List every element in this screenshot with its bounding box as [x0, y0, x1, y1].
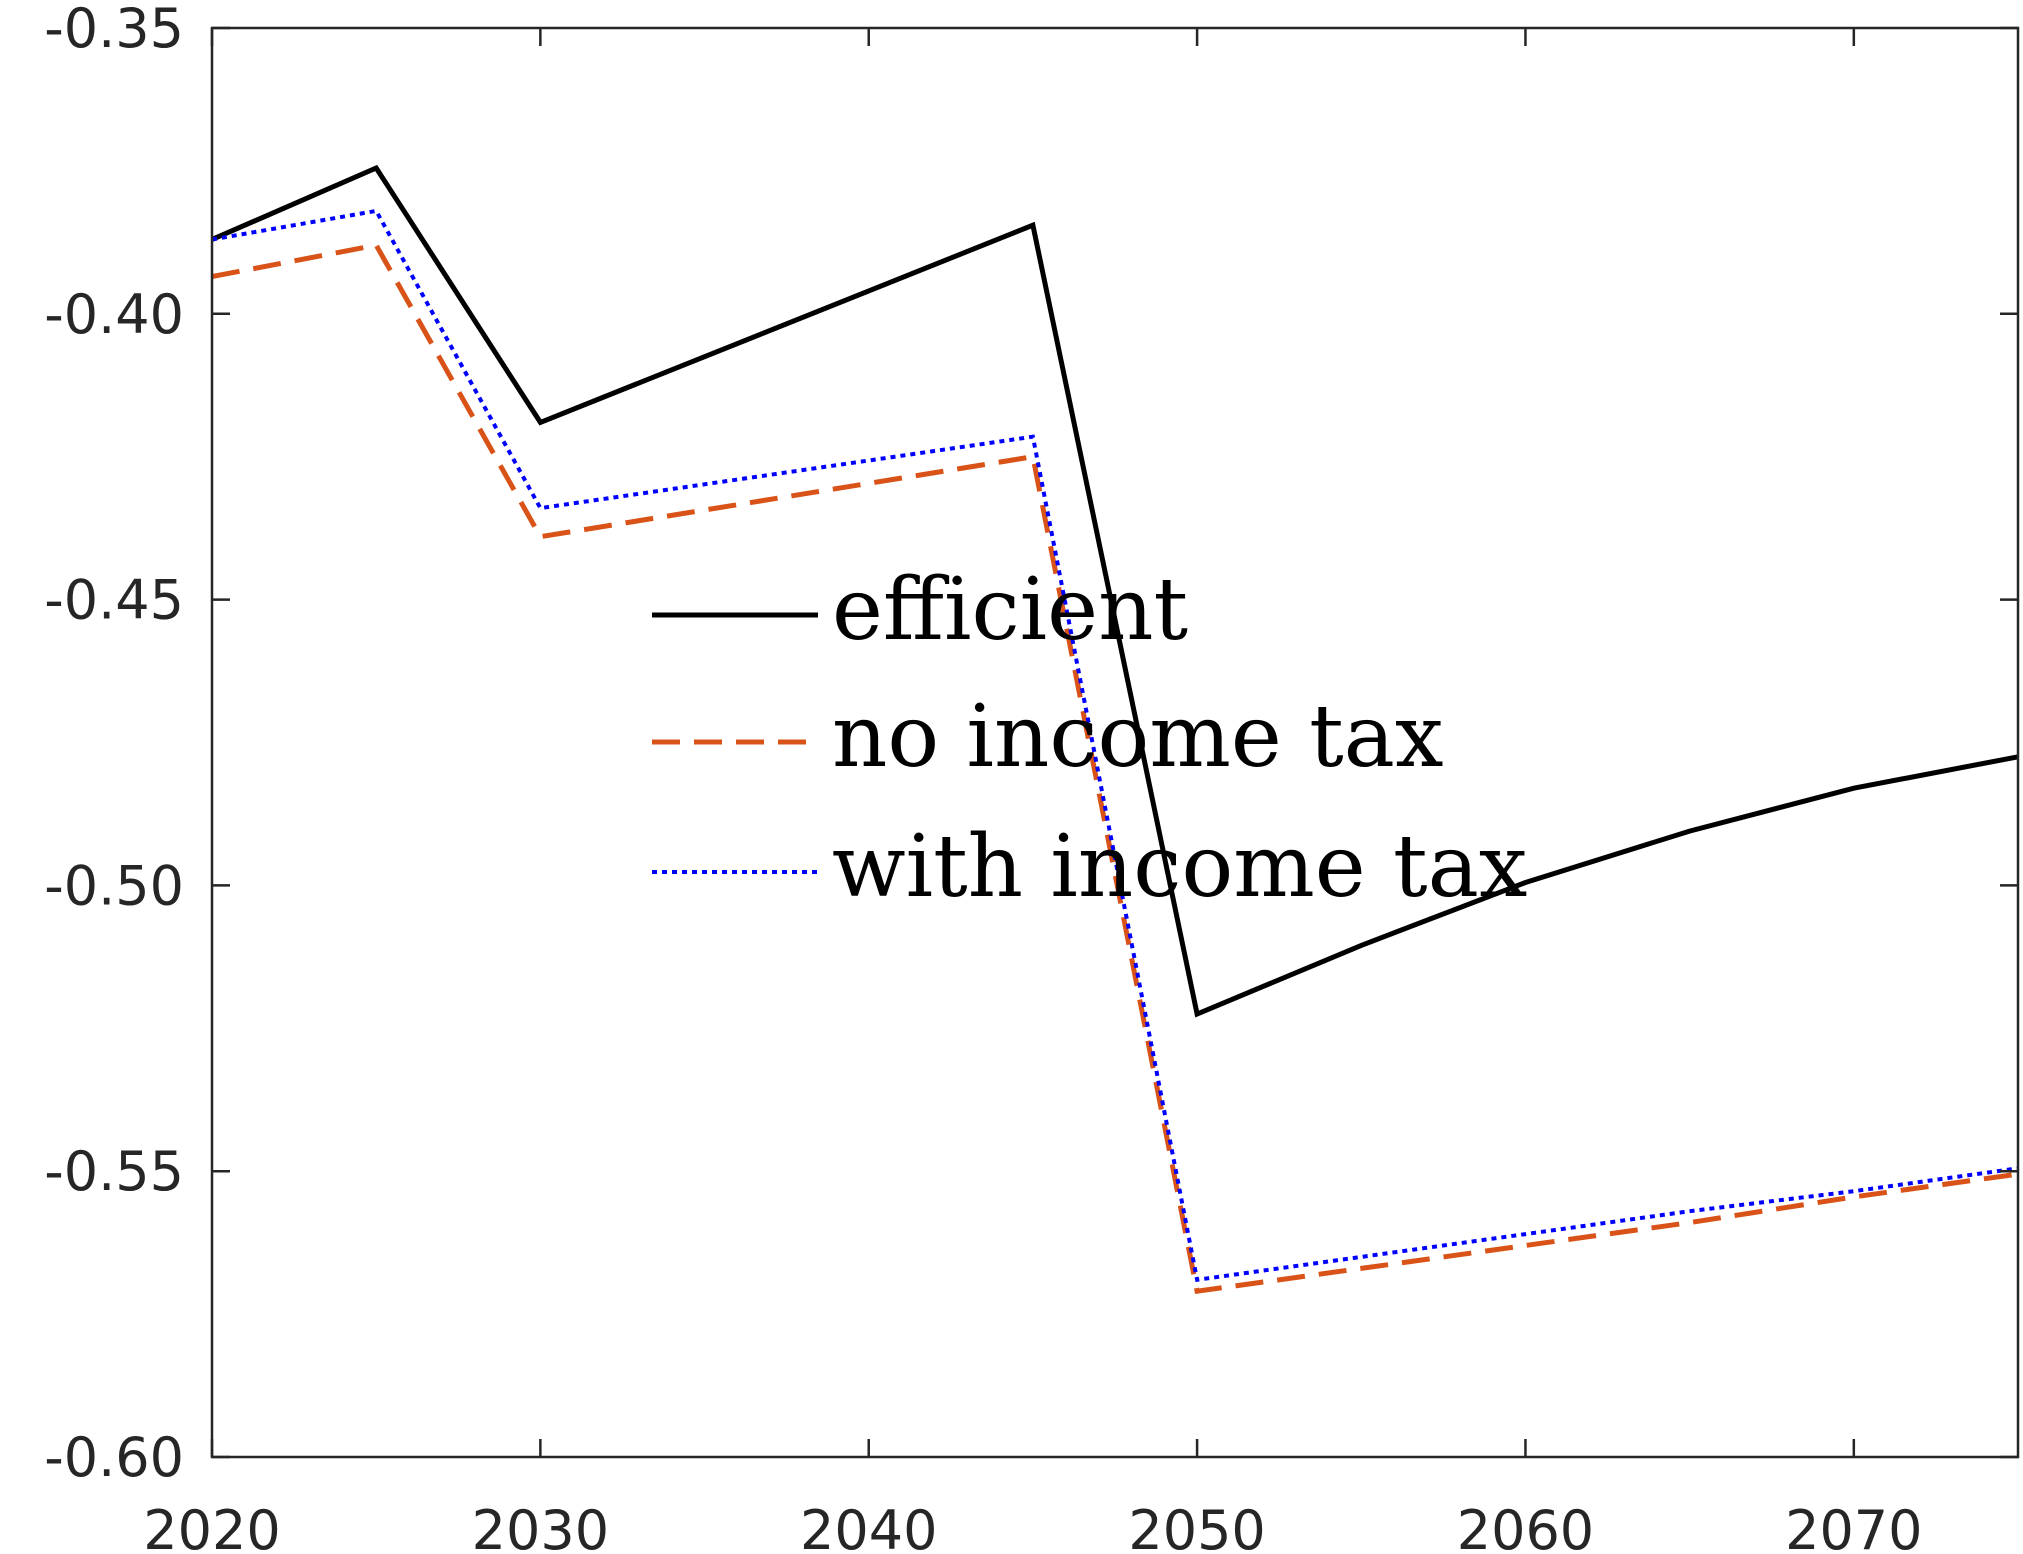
y-tick-label: -0.40	[44, 283, 184, 346]
series-layer	[212, 164, 2018, 1295]
axes-layer: 2020 2030 2040 2050 2060 2070 -0.60 -0.55 -0.50 -…	[44, 0, 2020, 1554]
series-line-no-income-tax	[212, 242, 2018, 1295]
x-tick-label: 2040	[800, 1499, 937, 1554]
y-tick-label: -0.60	[44, 1426, 184, 1489]
x-tick-label: 2020	[143, 1499, 280, 1554]
series-line-efficient	[212, 164, 2018, 1018]
legend: efficient no income tax with income tax	[652, 560, 1527, 917]
legend-label-with-income-tax: with income tax	[832, 817, 1527, 917]
legend-label-no-income-tax: no income tax	[832, 687, 1443, 787]
legend-label-efficient: efficient	[832, 560, 1188, 660]
x-tick-label: 2060	[1457, 1499, 1594, 1554]
y-tick-label: -0.55	[44, 1140, 184, 1203]
axes-box	[210, 26, 2020, 1459]
y-tick-label: -0.50	[44, 854, 184, 917]
y-tick-label: -0.45	[44, 569, 184, 632]
x-tick-label: 2070	[1785, 1499, 1922, 1554]
series-line-with-income-tax	[212, 208, 2018, 1283]
x-tick-label: 2030	[472, 1499, 609, 1554]
y-tick-label: -0.35	[44, 0, 184, 60]
x-tick-label: 2050	[1128, 1499, 1265, 1554]
